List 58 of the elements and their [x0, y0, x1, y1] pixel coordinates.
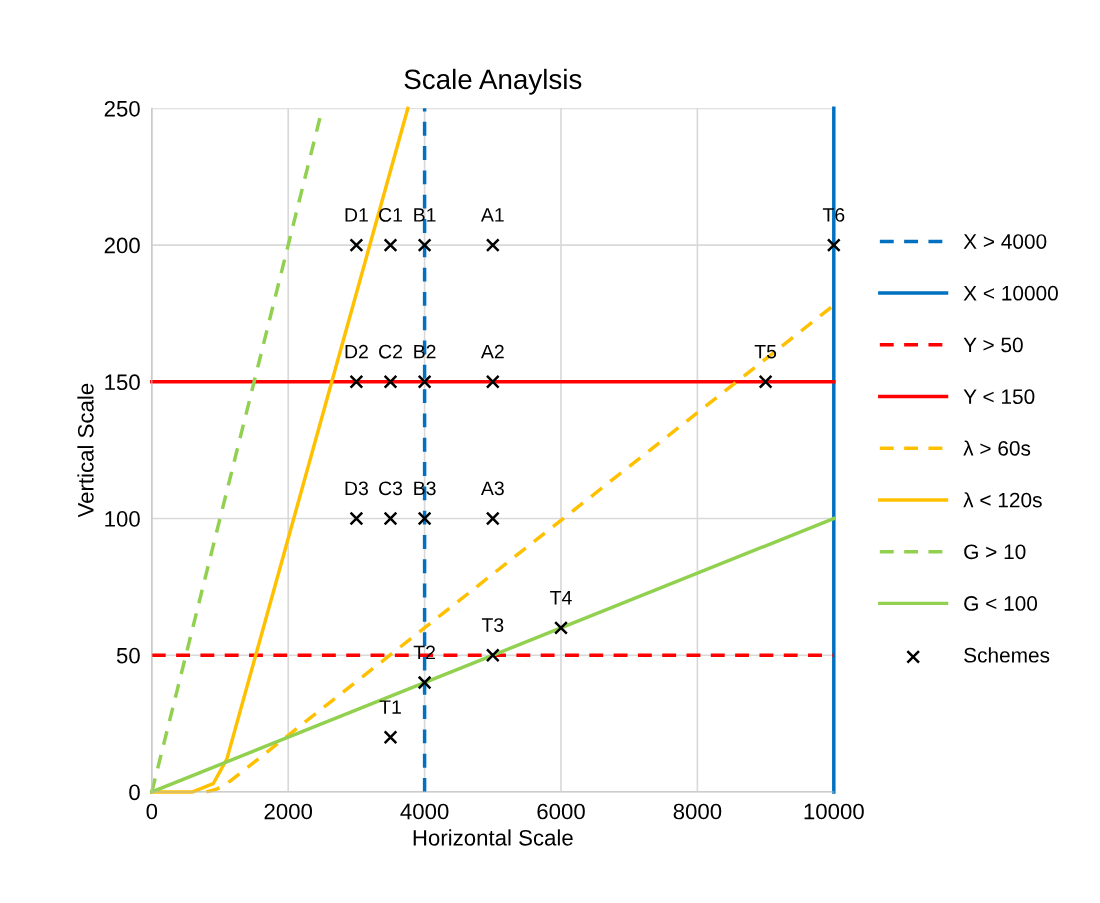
point [485, 511, 500, 526]
y-tick-label: 150 [105, 374, 140, 391]
annotation: C2 [379, 344, 402, 359]
y-tick-label: 200 [104, 237, 140, 254]
point [417, 675, 432, 690]
annotation: D1 [345, 208, 368, 222]
point [758, 374, 773, 389]
annotation: A3 [480, 481, 504, 496]
point [349, 511, 364, 526]
point [826, 238, 841, 253]
point [485, 374, 500, 389]
annotation: C1 [379, 208, 402, 222]
point [553, 620, 569, 635]
x-tick-label: 4000 [400, 803, 449, 820]
point [349, 374, 364, 389]
y-axis-title: Vertical Scale [77, 383, 94, 518]
annotation: T1 [379, 700, 401, 714]
legend-label: X < 10000 [963, 285, 1058, 301]
annotation: C3 [379, 481, 403, 496]
legend-label: λ < 120s [963, 492, 1042, 508]
y-tick-label: 250 [104, 100, 140, 117]
point [417, 238, 432, 253]
y-tick-label: 50 [116, 647, 140, 664]
x-tick-label: 8000 [673, 803, 722, 820]
x-tick-label: 0 [146, 803, 158, 820]
legend-label: Y > 50 [963, 337, 1023, 353]
chart-title: Scale Anaylsis [404, 68, 582, 95]
annotation: T3 [481, 618, 504, 632]
point [417, 374, 432, 389]
annotation: B1 [414, 208, 436, 222]
annotation: B3 [414, 481, 436, 496]
annotation: T5 [754, 344, 777, 359]
legend-label: X > 4000 [963, 234, 1047, 249]
point [485, 648, 500, 663]
annotation: B2 [414, 344, 436, 359]
legend-label: G < 100 [964, 596, 1038, 611]
point [349, 238, 364, 253]
annotation: T4 [550, 591, 572, 605]
point [383, 238, 398, 253]
point [417, 511, 432, 526]
annotation: A2 [480, 344, 504, 359]
point [383, 511, 398, 526]
x-axis-title: Horizontal Scale [413, 829, 573, 846]
legend-label: Y < 150 [963, 389, 1035, 405]
point [485, 238, 500, 253]
point [383, 730, 398, 745]
legend-label: G > 10 [964, 544, 1026, 560]
x-tick-label: 10000 [804, 803, 864, 820]
point [383, 374, 398, 389]
annotation: D2 [345, 344, 368, 359]
y-tick-label: 100 [105, 511, 140, 527]
y-tick-label: 0 [129, 784, 140, 801]
annotation: D3 [345, 481, 368, 496]
legend-label: Schemes [964, 647, 1050, 663]
x-tick-label: 2000 [264, 803, 313, 820]
legend-label: λ > 60s [963, 440, 1031, 456]
x-tick-label: 6000 [537, 803, 585, 820]
annotation: A1 [480, 208, 504, 222]
